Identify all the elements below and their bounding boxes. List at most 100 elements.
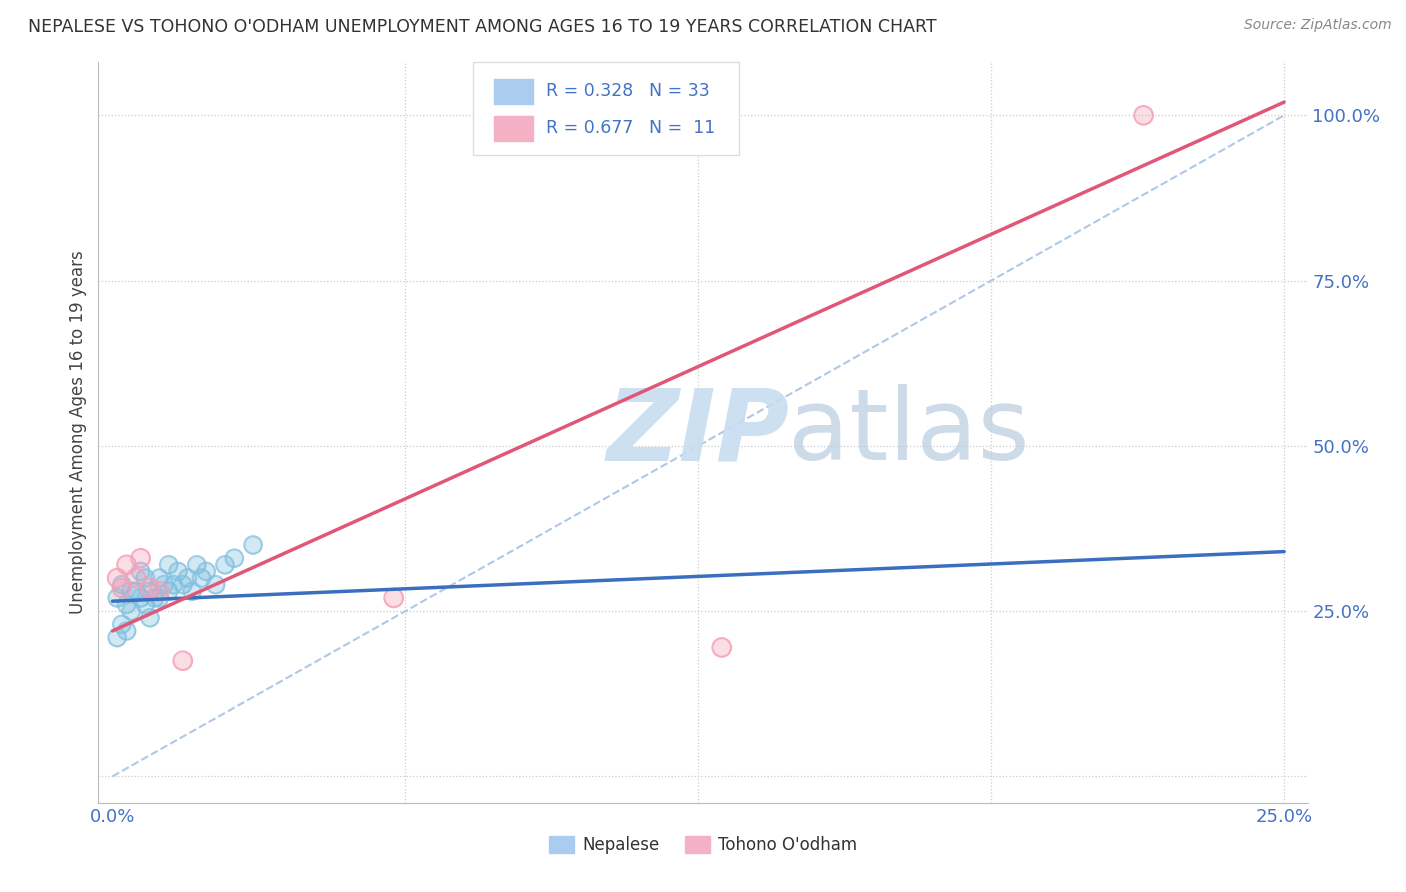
Point — [224, 551, 246, 566]
Point — [153, 577, 176, 591]
Point — [710, 640, 733, 655]
Point — [105, 571, 128, 585]
Point — [1132, 108, 1154, 122]
Point — [125, 571, 148, 585]
Text: atlas: atlas — [787, 384, 1029, 481]
Point — [148, 571, 170, 585]
Point — [125, 571, 148, 585]
Point — [176, 571, 198, 585]
Point — [111, 577, 134, 591]
Point — [139, 584, 162, 599]
Point — [153, 577, 176, 591]
Point — [120, 604, 142, 618]
Point — [224, 551, 246, 566]
Point — [134, 571, 156, 585]
Point — [214, 558, 236, 572]
Point — [115, 558, 138, 572]
Point — [181, 584, 204, 599]
Point — [105, 631, 128, 645]
Point — [134, 571, 156, 585]
Point — [204, 577, 226, 591]
FancyBboxPatch shape — [474, 62, 740, 155]
Point — [382, 591, 405, 605]
Point — [111, 617, 134, 632]
Point — [172, 654, 194, 668]
Point — [129, 591, 152, 605]
Text: R = 0.328: R = 0.328 — [546, 81, 633, 100]
Point — [162, 577, 184, 591]
Point — [157, 584, 180, 599]
Point — [129, 565, 152, 579]
Point — [143, 591, 166, 605]
Point — [148, 584, 170, 599]
Point — [111, 581, 134, 595]
Legend: Nepalese, Tohono O'odham: Nepalese, Tohono O'odham — [543, 830, 863, 861]
Point — [710, 640, 733, 655]
Point — [157, 558, 180, 572]
Point — [148, 591, 170, 605]
Point — [120, 604, 142, 618]
Point — [214, 558, 236, 572]
Point — [167, 565, 190, 579]
Point — [105, 591, 128, 605]
Point — [382, 591, 405, 605]
Point — [157, 558, 180, 572]
Point — [157, 584, 180, 599]
Point — [242, 538, 264, 552]
Point — [115, 598, 138, 612]
Text: N =  11: N = 11 — [648, 119, 714, 136]
FancyBboxPatch shape — [494, 116, 533, 141]
Point — [105, 571, 128, 585]
Text: NEPALESE VS TOHONO O'ODHAM UNEMPLOYMENT AMONG AGES 16 TO 19 YEARS CORRELATION CH: NEPALESE VS TOHONO O'ODHAM UNEMPLOYMENT … — [28, 18, 936, 36]
Point — [111, 577, 134, 591]
Text: Source: ZipAtlas.com: Source: ZipAtlas.com — [1244, 18, 1392, 32]
Point — [115, 598, 138, 612]
Point — [148, 584, 170, 599]
Point — [129, 551, 152, 566]
Point — [186, 558, 208, 572]
Point — [186, 558, 208, 572]
Point — [129, 551, 152, 566]
Point — [172, 577, 194, 591]
Point — [172, 577, 194, 591]
Point — [172, 654, 194, 668]
Text: N = 33: N = 33 — [648, 81, 710, 100]
Text: R = 0.677: R = 0.677 — [546, 119, 633, 136]
Point — [139, 611, 162, 625]
Point — [148, 591, 170, 605]
Point — [143, 591, 166, 605]
Point — [134, 598, 156, 612]
Point — [242, 538, 264, 552]
Point — [105, 591, 128, 605]
Y-axis label: Unemployment Among Ages 16 to 19 years: Unemployment Among Ages 16 to 19 years — [69, 251, 87, 615]
Point — [204, 577, 226, 591]
Point — [134, 598, 156, 612]
Point — [125, 584, 148, 599]
Point — [111, 617, 134, 632]
Point — [139, 581, 162, 595]
Point — [167, 565, 190, 579]
FancyBboxPatch shape — [494, 78, 533, 103]
Point — [125, 584, 148, 599]
Point — [139, 581, 162, 595]
Point — [195, 565, 218, 579]
Point — [120, 584, 142, 599]
Point — [148, 571, 170, 585]
Text: ZIP: ZIP — [606, 384, 789, 481]
Point — [162, 577, 184, 591]
Point — [115, 624, 138, 638]
Point — [190, 571, 212, 585]
Point — [105, 631, 128, 645]
Point — [120, 584, 142, 599]
Point — [129, 591, 152, 605]
Point — [1132, 108, 1154, 122]
Point — [139, 611, 162, 625]
Point — [129, 565, 152, 579]
Point — [111, 581, 134, 595]
Point — [181, 584, 204, 599]
Point — [190, 571, 212, 585]
Point — [115, 624, 138, 638]
Point — [115, 558, 138, 572]
Point — [195, 565, 218, 579]
Point — [176, 571, 198, 585]
